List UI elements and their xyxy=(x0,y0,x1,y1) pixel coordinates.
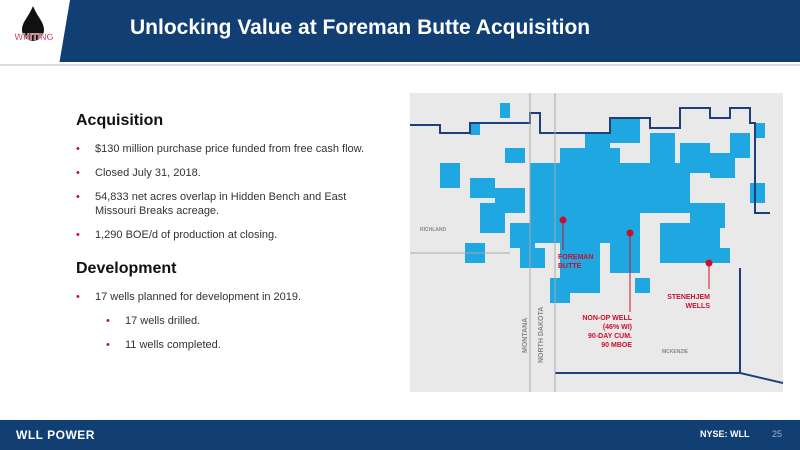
bullet: $130 million purchase price funded from … xyxy=(76,142,386,156)
ticker: NYSE: WLL xyxy=(700,429,750,439)
footer: WLL POWER NYSE: WLL 25 xyxy=(0,420,800,450)
map-label: 90-DAY CUM. xyxy=(588,333,632,340)
bullet: Closed July 31, 2018. xyxy=(76,166,386,180)
header: WHITING Unlocking Value at Foreman Butte… xyxy=(0,0,800,62)
map-label: RICHLAND xyxy=(420,227,446,233)
footer-brand: WLL POWER xyxy=(16,428,95,442)
map-label: NON-OP WELL xyxy=(582,315,632,322)
section-heading: Acquisition xyxy=(76,112,164,129)
bullet: 17 wells planned for development in 2019… xyxy=(76,290,386,304)
sub-bullet: 11 wells completed. xyxy=(106,338,386,352)
map-label: MCKENZIE xyxy=(662,349,689,355)
callouts xyxy=(559,216,713,312)
drop xyxy=(22,6,44,41)
map-label: MONTANA xyxy=(522,318,529,353)
bullet-list: 17 wells planned for development in 2019… xyxy=(76,290,386,352)
divider xyxy=(0,64,800,66)
map-label: NORTH DAKOTA xyxy=(538,307,545,363)
acreage xyxy=(440,103,765,303)
map-label: FOREMAN xyxy=(558,254,593,261)
bullet-list: $130 million purchase price funded from … xyxy=(76,142,386,242)
state-line xyxy=(410,93,556,392)
sub-bullet: 17 wells drilled. xyxy=(106,314,386,328)
map-label: WELLS xyxy=(686,303,711,310)
content: Acquisition $130 million purchase price … xyxy=(76,112,386,366)
page-number: 25 xyxy=(772,429,783,439)
bullet: 54,833 net acres overlap in Hidden Bench… xyxy=(76,190,386,218)
logo: WHITING xyxy=(0,0,70,62)
bullet: 1,290 BOE/d of production at closing. xyxy=(76,228,386,242)
map-label: BUTTE xyxy=(558,263,582,270)
logo-mark: WHITING xyxy=(14,6,54,42)
slide-title: Unlocking Value at Foreman Butte Acquisi… xyxy=(130,16,591,39)
boundary xyxy=(555,268,783,384)
map-label: (46% WI) xyxy=(603,324,632,331)
logo-text: WHITING xyxy=(15,32,54,42)
map-label: 90 MBOE xyxy=(601,342,632,349)
map: RICHLAND FOREMAN BUTTE STENEHJEM WELLS N… xyxy=(410,93,783,392)
map-label: STENEHJEM xyxy=(667,294,710,301)
section-heading: Development xyxy=(76,260,177,277)
boundary xyxy=(410,107,770,214)
